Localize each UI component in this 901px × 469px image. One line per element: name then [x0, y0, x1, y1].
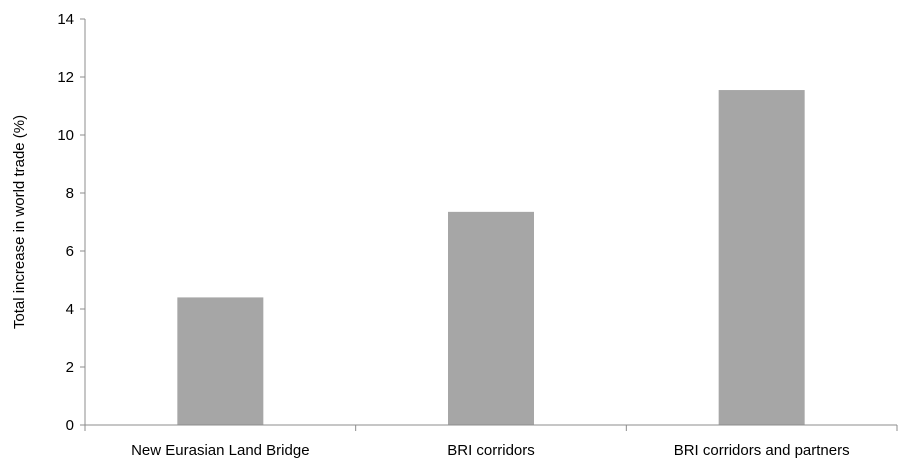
x-labels-group: New Eurasian Land Bridge BRI corridors BRI… [131, 442, 850, 459]
x-category-label: BRI corridors and partners [674, 442, 850, 459]
y-tick-label: 14 [57, 11, 74, 28]
axes-group [84, 19, 898, 431]
y-tick-label: 8 [66, 185, 74, 202]
bar-2 [448, 211, 534, 425]
bar-1 [177, 297, 264, 425]
y-tick-label: 6 [66, 243, 74, 260]
x-category-label: New Eurasian Land Bridge [131, 442, 309, 459]
x-category-label: BRI corridors [447, 442, 535, 459]
y-tick-label: 0 [66, 417, 74, 434]
y-tick-label: 10 [57, 127, 74, 144]
bar-3 [718, 90, 805, 426]
y-tick-label: 2 [66, 359, 74, 376]
y-axis-title: Total increase in world trade (%) [11, 115, 28, 329]
y-tick-label: 12 [57, 69, 74, 86]
y-ticks-group: 0 2 4 6 8 10 12 14 [57, 11, 85, 434]
y-tick-label: 4 [66, 301, 74, 318]
bars-group [177, 90, 805, 426]
